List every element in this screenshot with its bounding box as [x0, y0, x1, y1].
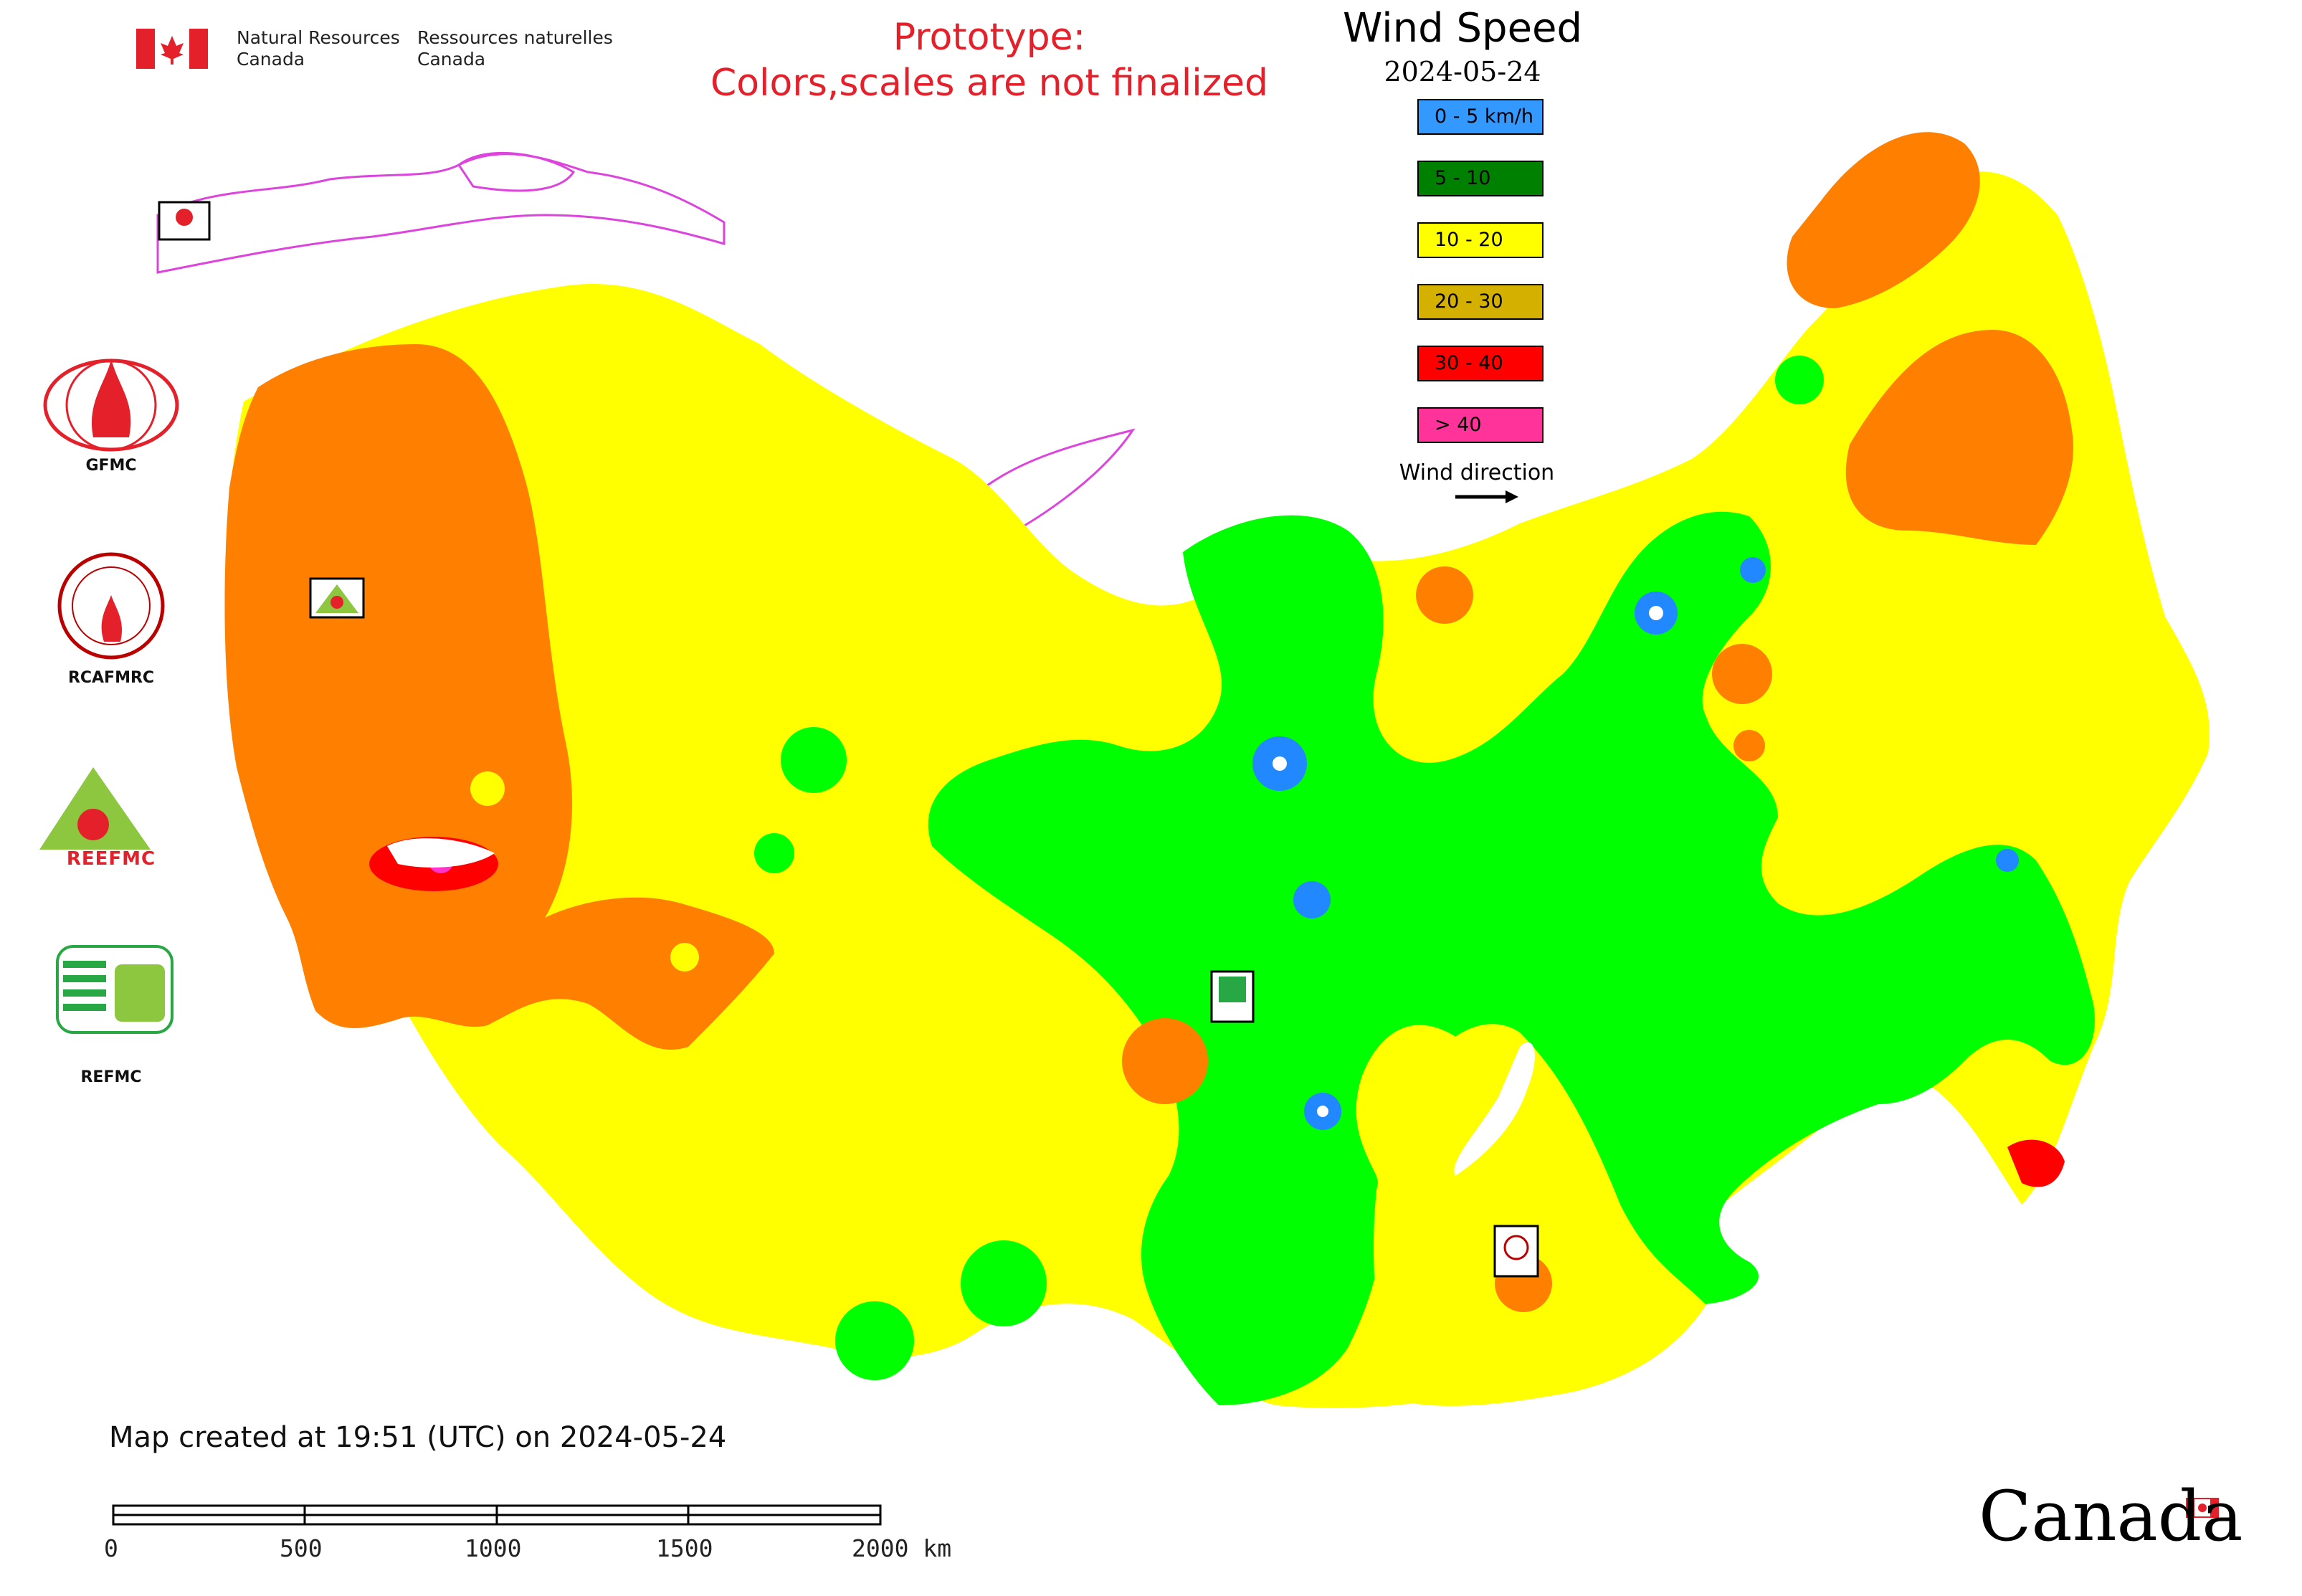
patch-green-d — [835, 1301, 914, 1380]
scale-tick-1500: 1500 — [656, 1534, 713, 1562]
rcafmrc-logo — [57, 552, 165, 660]
gfmc-logo — [43, 358, 179, 452]
refmc-logo — [56, 945, 173, 1034]
patch-blue-1-center — [1273, 756, 1287, 771]
refmc-label: REFMC — [80, 1068, 142, 1086]
patch-orange-yakutia — [1712, 644, 1772, 704]
patch-orange-kola — [1416, 566, 1473, 624]
canada-wordmark: Canada — [1979, 1476, 2243, 1557]
refmc-marker[interactable] — [1210, 970, 1255, 1023]
legend-title: Wind Speed — [1342, 5, 1583, 52]
patch-blue-3-center — [1317, 1106, 1328, 1117]
scale-bar — [112, 1504, 882, 1526]
patch-green-c — [961, 1240, 1047, 1326]
agency-name-en: Natural Resources Canada — [237, 27, 400, 70]
patch-blue-6 — [1996, 849, 2019, 872]
map-created-timestamp: Map created at 19:51 (UTC) on 2024-05-24 — [109, 1421, 727, 1454]
region-orange-west — [224, 344, 774, 1050]
region-green-central — [928, 511, 2095, 1405]
northern-coastline — [156, 153, 726, 274]
legend-item-0-5: 0 - 5 km/h — [1417, 99, 1544, 135]
scale-tick-0: 0 — [104, 1534, 118, 1562]
patch-green-a — [781, 727, 847, 793]
novaya-zemlya-outline — [974, 428, 1136, 547]
patch-orange-small — [1733, 730, 1765, 761]
svalbard-outline — [457, 151, 576, 192]
scale-tick-2000: 2000 km — [852, 1534, 952, 1562]
lake-baikal — [1454, 1042, 1535, 1176]
legend-item-over-40: > 40 — [1417, 407, 1544, 443]
patch-blue-5 — [1740, 557, 1766, 583]
rcafmrc-label: RCAFMRC — [67, 669, 155, 687]
patch-blue-4-center — [1649, 606, 1663, 620]
gfmc-marker[interactable] — [158, 201, 211, 241]
legend-item-30-40: 30 - 40 — [1417, 346, 1544, 381]
region-yellow-baikal — [1374, 1024, 1706, 1406]
reefmc-label: REEFMC — [66, 848, 156, 870]
scale-tick-500: 500 — [280, 1534, 323, 1562]
lake-caspian — [387, 838, 495, 868]
legend-date: 2024-05-24 — [1384, 56, 1541, 87]
region-orange-east-north — [1787, 132, 1980, 308]
wind-direction-arrow — [1455, 490, 1518, 503]
rcafmrc-marker[interactable] — [1493, 1225, 1539, 1278]
region-orange-east — [1845, 330, 2073, 545]
agency-name-fr: Ressources naturelles Canada — [417, 27, 613, 70]
patch-orange-kazan — [1122, 1018, 1208, 1104]
patch-green-b — [754, 833, 794, 873]
gfmc-label: GFMC — [85, 457, 137, 475]
canada-wordmark-flag — [2186, 1498, 2219, 1518]
legend-item-10-20: 10 - 20 — [1417, 222, 1544, 258]
patch-yellow-2 — [670, 943, 699, 972]
legend-item-5-10: 5 - 10 — [1417, 161, 1544, 196]
reefmc-logo — [39, 767, 190, 865]
patch-blue-2 — [1293, 881, 1331, 918]
canada-flag-icon — [136, 29, 208, 69]
prototype-note: Prototype: Colors,scales are not finaliz… — [710, 16, 1269, 105]
patch-yellow-1 — [470, 771, 505, 806]
patch-green-nw — [1775, 356, 1824, 404]
reefmc-marker[interactable] — [309, 577, 365, 619]
wind-direction-label: Wind direction — [1399, 460, 1555, 485]
scale-tick-1000: 1000 — [465, 1534, 522, 1562]
patch-red-primorye — [2007, 1139, 2065, 1187]
legend-item-20-30: 20 - 30 — [1417, 284, 1544, 320]
